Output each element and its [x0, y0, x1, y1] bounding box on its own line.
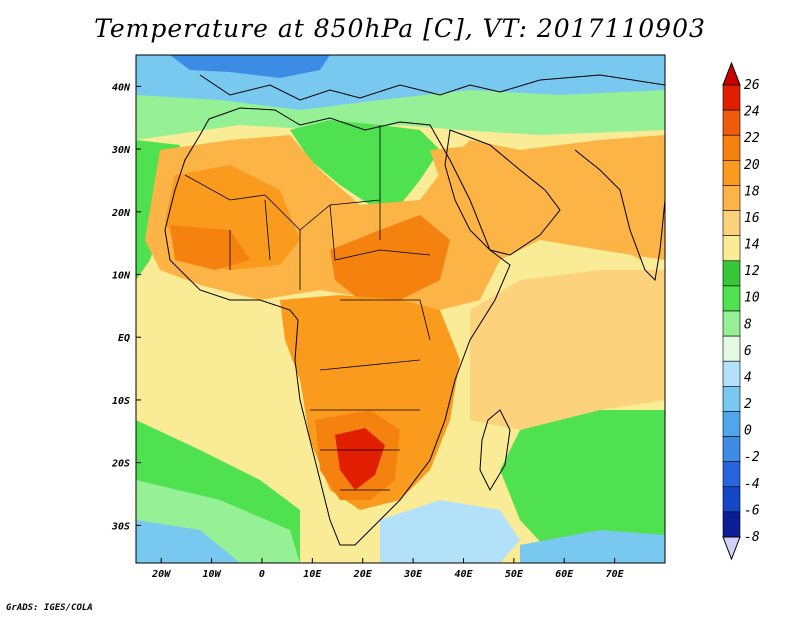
india-coast [574, 149, 665, 282]
colorbar-label: 2 [744, 397, 752, 412]
colorbar-cell [722, 160, 741, 186]
colorbar-label: 0 [744, 424, 752, 439]
madagascar [479, 409, 511, 492]
colorbar-cell [722, 260, 741, 287]
colorbar-label: 6 [744, 344, 752, 359]
colorbar-label: 12 [744, 264, 760, 279]
lon-tick-label: 50E [505, 569, 524, 580]
colorbar-label: -8 [744, 530, 760, 545]
colorbar-label: 8 [744, 317, 752, 332]
colorbar-label: 10 [744, 291, 760, 306]
colorbar-cell [722, 386, 741, 412]
colorbar-label: 26 [744, 78, 760, 93]
colorbar-cell [722, 210, 741, 236]
colorbar-cell [722, 436, 741, 462]
europe-deep-cold [170, 55, 330, 78]
colorbar-label: -6 [744, 503, 760, 518]
lat-tick-label: 20N [111, 208, 131, 219]
colorbar-cell [722, 285, 741, 312]
lon-tick-label: 70E [606, 569, 625, 580]
sudan-hot [330, 215, 450, 300]
africa-coastline [164, 107, 511, 546]
arabia-coast [444, 129, 561, 256]
lon-tick-label: 0 [259, 569, 265, 580]
lat-tick-label: 40N [112, 82, 131, 93]
lon-tick-label: 30E [403, 569, 423, 580]
credit-label: GrADS: IGES/COLA [6, 603, 93, 613]
colorbar-cell [722, 461, 741, 488]
colorbar-label: 4 [744, 370, 752, 385]
colorbar-label: -4 [744, 477, 760, 492]
atlantic-cool-north [136, 90, 665, 140]
indian-ocean-yellow [470, 270, 665, 430]
colorbar-cell [722, 185, 741, 211]
southern-ocean-deeper [520, 530, 665, 563]
lat-tick-label: 20S [111, 459, 130, 470]
colorbar-cell [722, 310, 741, 337]
colorbar-label: 16 [744, 211, 760, 226]
lon-tick-label: 10W [203, 569, 222, 580]
colorbar-cell [722, 84, 741, 111]
colorbar-cell [722, 335, 741, 362]
lat-tick-label: EQ [118, 333, 130, 344]
colorbar-cell [722, 134, 741, 161]
southern-ocean-blue [380, 500, 520, 563]
colorbar-label: 20 [744, 158, 760, 173]
libya-egypt-green [290, 120, 440, 205]
indian-ocean-green [500, 410, 665, 563]
colorbar-cell [722, 235, 741, 262]
lat-tick-label: 10N [112, 271, 131, 282]
colorbar-cell [722, 360, 741, 387]
colorbar-max-arrow [722, 61, 741, 86]
colorbar-label: 14 [744, 238, 760, 253]
india-warm [560, 140, 660, 260]
colorbar-cell [722, 411, 741, 437]
map-frame [135, 54, 666, 564]
colorbar-label: -2 [744, 450, 760, 465]
arabia-warm [430, 145, 540, 260]
zambia-hottest [335, 428, 385, 490]
lon-tick-label: 60E [555, 569, 574, 580]
colorbar-label: 24 [744, 105, 760, 120]
temperature-field [136, 55, 665, 563]
lon-tick-label: 40E [454, 569, 473, 580]
colorbar-label: 18 [744, 184, 760, 199]
map-title: Temperature at 850hPa [C], VT: 201711090… [94, 14, 706, 43]
colorbar-cell [722, 109, 741, 136]
coastlines [164, 74, 665, 546]
lon-tick-label: 20E [353, 569, 373, 580]
colorbar-min-arrow [722, 536, 741, 561]
lat-tick-label: 30S [111, 521, 130, 532]
axis-ticks: 40N 30N 20N 10N EQ 10S 20S 30S 20W 10W 0 10E 20E 30E 4… [111, 82, 625, 580]
lon-tick-label: 20W [151, 569, 171, 580]
lat-tick-label: 30N [111, 145, 131, 156]
colorbar-cell [722, 486, 741, 513]
colorbar-cell [722, 511, 741, 538]
southwest-atlantic-blue [136, 520, 240, 563]
internal-borders [184, 125, 431, 491]
europe-coast [199, 74, 665, 101]
colorbar-label: 22 [744, 131, 760, 146]
lat-tick-label: 10S [112, 396, 130, 407]
lon-tick-label: 10E [303, 569, 322, 580]
